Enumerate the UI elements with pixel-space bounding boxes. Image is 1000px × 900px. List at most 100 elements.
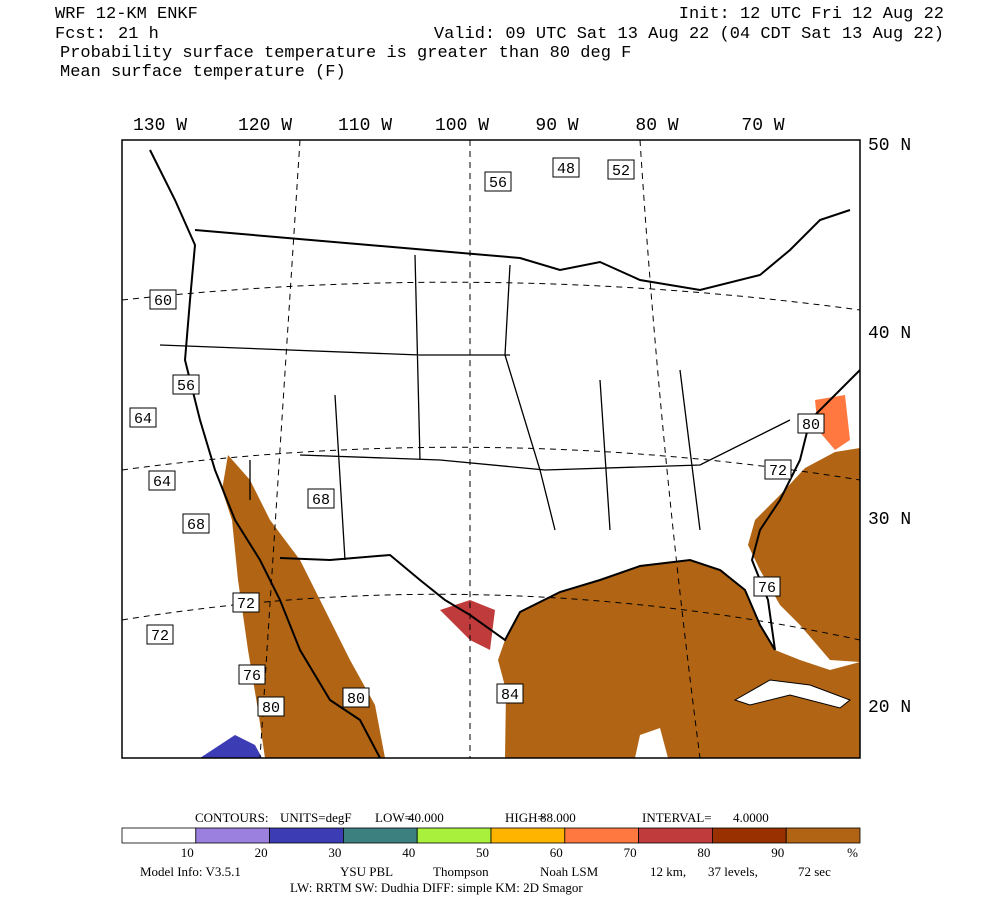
contour-label-box <box>182 513 210 534</box>
colorbar-swatch <box>416 827 492 844</box>
contour-label-box <box>552 157 580 178</box>
lon-label: 70 W <box>741 116 784 136</box>
model-name: WRF 12-KM ENKF <box>55 5 198 24</box>
contour-info: 40.000 <box>408 810 444 825</box>
contour-info: CONTOURS: <box>195 810 268 825</box>
contour-label: 72 <box>769 463 787 480</box>
model-info: 72 sec <box>798 864 831 879</box>
contour-label: 68 <box>187 517 205 534</box>
fcst-hour: 21 h <box>118 25 159 44</box>
contour-info: 88.000 <box>540 810 576 825</box>
lon-label: 80 W <box>635 116 678 136</box>
colorbar-label: 80 <box>697 845 710 860</box>
contour-label-box <box>148 470 176 491</box>
contour-label: 84 <box>501 687 519 704</box>
contour-label: 80 <box>347 691 365 708</box>
contour-label: 76 <box>758 580 776 597</box>
lon-label: 110 W <box>338 116 392 136</box>
field-title: Probability surface temperature is great… <box>60 44 631 63</box>
contour-info: LOW= <box>375 810 412 825</box>
contour-label: 52 <box>612 163 630 180</box>
west-coastline <box>149 149 381 759</box>
model-info: YSU PBL <box>340 864 393 879</box>
colorbar-swatch <box>490 827 566 844</box>
atlantic-fill <box>748 448 860 662</box>
contour-label: 80 <box>262 700 280 717</box>
colorbar-label: 60 <box>550 845 563 860</box>
contour-label: 64 <box>134 411 152 428</box>
colorbar-label: 90 <box>771 845 784 860</box>
pacific-edge-fill <box>200 735 262 758</box>
colorbar-swatch <box>121 827 197 844</box>
state-lines <box>159 254 791 561</box>
contour-label-box <box>307 488 335 509</box>
colorbar-swatch <box>712 827 787 844</box>
colorbar-label: % <box>847 845 858 860</box>
colorbar-swatch <box>342 827 418 844</box>
yucatan <box>635 728 668 758</box>
contour-label-box <box>232 592 260 613</box>
southern-coastline <box>279 369 861 651</box>
contour-label-box <box>172 374 200 395</box>
contour-label: 72 <box>237 596 255 613</box>
contour-info: HIGH= <box>505 810 545 825</box>
colorbar-swatch <box>564 827 639 844</box>
colorbar-swatch <box>195 827 271 844</box>
model-info: LW: RRTM SW: Dudhia DIFF: simple KM: 2D … <box>290 880 583 895</box>
map <box>121 139 861 759</box>
east-coast-fill <box>815 395 850 450</box>
model-info: 12 km, <box>650 864 686 879</box>
contour-label-box <box>149 289 177 310</box>
colorbar-label: 70 <box>624 845 637 860</box>
map-frame <box>121 139 861 759</box>
model-info: 37 levels, <box>708 864 758 879</box>
contour-label: 68 <box>312 492 330 509</box>
contour-label: 64 <box>153 474 171 491</box>
lat-label: 50 N <box>868 136 911 156</box>
gulf-fill <box>498 560 860 758</box>
lat-label: 20 N <box>868 698 911 718</box>
valid-time: Valid: 09 UTC Sat 13 Aug 22 (04 CDT Sat … <box>434 25 944 44</box>
fcst-label: Fcst: <box>55 25 106 44</box>
contour-label: 56 <box>489 175 507 192</box>
contour-label-box <box>238 664 266 685</box>
lat-lon-grid <box>121 139 861 759</box>
contour-label: 48 <box>557 161 575 178</box>
contour-label: 72 <box>151 628 169 645</box>
contour-label-box <box>129 407 157 428</box>
contour-info: INTERVAL= <box>642 810 712 825</box>
texas-fill <box>440 600 495 650</box>
lat-label: 40 N <box>868 324 911 344</box>
contour-label-box <box>484 171 512 192</box>
contour-label-box <box>797 413 825 434</box>
cuba <box>733 679 851 709</box>
contour-label-box <box>607 159 635 180</box>
contour-label-box <box>753 576 781 597</box>
lat-label: 30 N <box>868 510 911 530</box>
northern-border <box>194 209 851 292</box>
contour-label: 76 <box>243 668 261 685</box>
contour-info: UNITS=degF <box>280 810 352 825</box>
contour-label-box <box>496 683 524 704</box>
contour-label: 80 <box>802 417 820 434</box>
contour-label-box <box>764 459 792 480</box>
colorbar-swatch <box>638 827 713 844</box>
field-title: Mean surface temperature (F) <box>60 63 346 82</box>
contour-label-box <box>342 687 370 708</box>
lon-label: 130 W <box>133 116 187 136</box>
model-info: Noah LSM <box>540 864 599 879</box>
lon-label: 90 W <box>535 116 578 136</box>
contour-info: 4.0000 <box>733 810 769 825</box>
colorbar-label: 50 <box>476 845 489 860</box>
colorbar-swatch <box>269 827 344 844</box>
colorbar-label: 30 <box>328 845 341 860</box>
colorbar-label: 20 <box>255 845 268 860</box>
model-info: Thompson <box>433 864 489 879</box>
colorbar-label: 40 <box>402 845 415 860</box>
contour-label-box <box>146 624 174 645</box>
colorbar-swatch <box>785 827 861 844</box>
lon-label: 100 W <box>435 116 489 136</box>
contour-label: 60 <box>154 293 172 310</box>
